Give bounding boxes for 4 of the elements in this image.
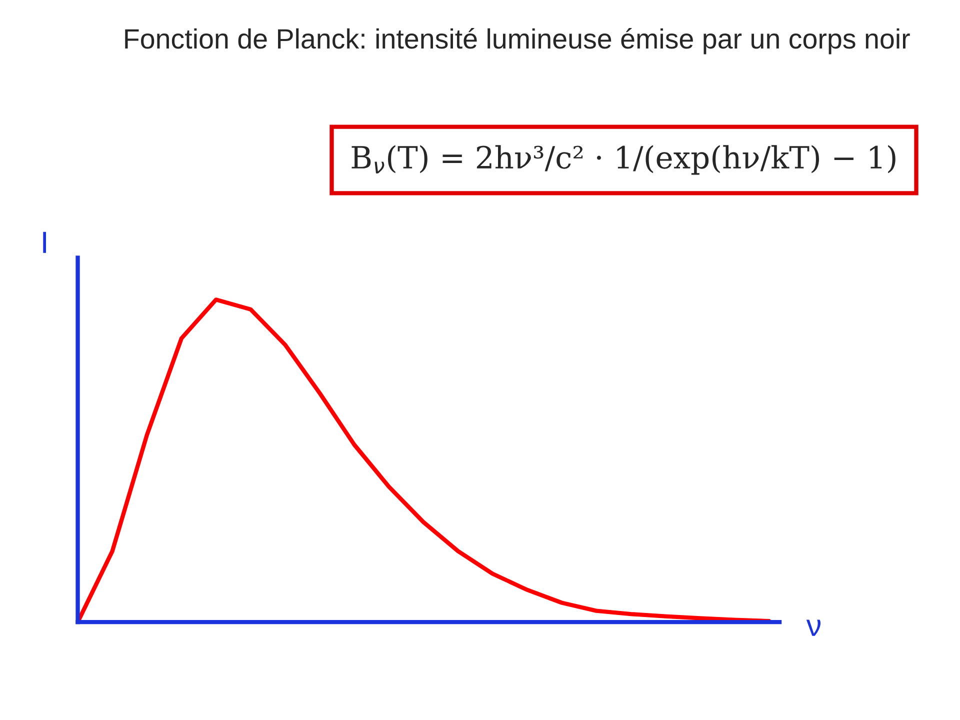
x-axis-title: ν	[806, 620, 821, 636]
chart-title: Fonction de Planck: intensité lumineuse émise par un corps noir	[125, 28, 910, 54]
y-axis-title: I	[43, 232, 46, 253]
text: B$_{ν}$(T) = 2hν³/c² · 1/(exp(hν/kT) − 1)	[352, 145, 896, 175]
